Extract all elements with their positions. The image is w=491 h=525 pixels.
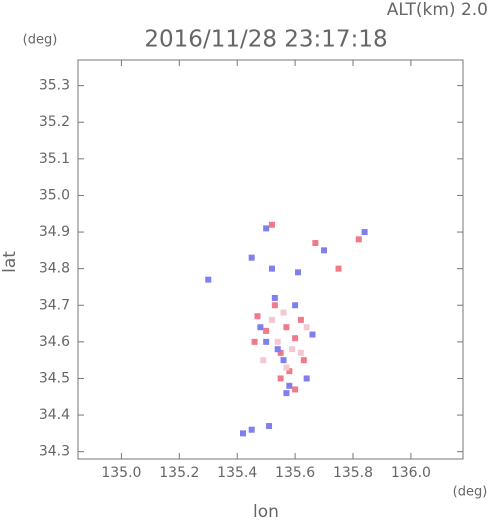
- y-unit: (deg): [23, 33, 58, 48]
- data-point: [277, 375, 284, 382]
- y-tick-label: 34.7: [39, 297, 70, 313]
- data-point: [292, 302, 299, 309]
- data-point: [266, 423, 273, 430]
- x-tick-label: 135.6: [275, 465, 315, 481]
- x-tick-label: 136.0: [391, 465, 431, 481]
- y-tick-label: 34.4: [39, 407, 70, 423]
- data-point: [277, 349, 284, 356]
- data-point: [286, 382, 293, 389]
- y-tick-label: 34.3: [39, 444, 70, 460]
- y-tick-label: 34.6: [39, 334, 70, 350]
- data-point: [289, 346, 296, 353]
- y-tick-label: 34.5: [39, 370, 70, 386]
- x-tick-label: 135.2: [159, 465, 199, 481]
- data-point: [283, 390, 290, 397]
- data-point: [312, 240, 319, 247]
- data-point: [271, 302, 278, 309]
- data-point: [321, 247, 328, 254]
- data-point: [300, 357, 307, 364]
- data-point: [263, 338, 270, 345]
- data-point: [297, 316, 304, 323]
- data-point: [292, 386, 299, 393]
- x-unit: (deg): [453, 485, 488, 500]
- data-point: [248, 254, 255, 261]
- y-tick-label: 35.1: [39, 151, 70, 167]
- x-tick-label: 135.4: [217, 465, 257, 481]
- y-axis-label: lat: [0, 251, 20, 273]
- data-point: [335, 265, 342, 272]
- data-point: [303, 324, 310, 331]
- data-point: [355, 236, 362, 243]
- data-point: [268, 221, 275, 228]
- data-point: [263, 225, 270, 232]
- y-tick-label: 34.8: [39, 261, 70, 277]
- plot-frame: [77, 59, 464, 460]
- x-axis-label: lon: [253, 502, 279, 521]
- data-point: [251, 338, 258, 345]
- data-point: [260, 357, 267, 364]
- data-point: [248, 426, 255, 433]
- data-point: [240, 430, 246, 437]
- x-tick-label: 135.8: [333, 465, 373, 481]
- chart-title: 2016/11/28 23:17:18: [144, 27, 387, 53]
- data-point: [303, 375, 310, 382]
- data-point: [280, 357, 287, 364]
- y-tick-label: 35.3: [39, 78, 70, 94]
- y-tick-label: 35.2: [39, 114, 70, 130]
- data-point: [274, 338, 281, 345]
- data-point: [297, 349, 304, 356]
- data-point: [268, 265, 275, 272]
- data-point: [257, 324, 264, 331]
- data-point: [263, 327, 270, 334]
- data-point: [361, 229, 368, 236]
- data-point: [271, 294, 278, 301]
- data-point: [268, 316, 275, 323]
- data-point: [309, 331, 316, 338]
- data-point: [292, 335, 299, 342]
- data-point: [205, 276, 212, 283]
- data-point: [274, 346, 281, 353]
- x-tick-label: 135.0: [101, 465, 141, 481]
- data-point: [283, 364, 290, 371]
- data-point: [254, 313, 261, 320]
- altitude-label: ALT(km) 2.0: [387, 0, 488, 20]
- data-point: [286, 368, 293, 375]
- data-point: [280, 309, 287, 316]
- y-tick-label: 34.9: [39, 224, 70, 240]
- y-tick-label: 35.0: [39, 187, 70, 203]
- data-point: [283, 324, 290, 331]
- data-point: [295, 269, 301, 276]
